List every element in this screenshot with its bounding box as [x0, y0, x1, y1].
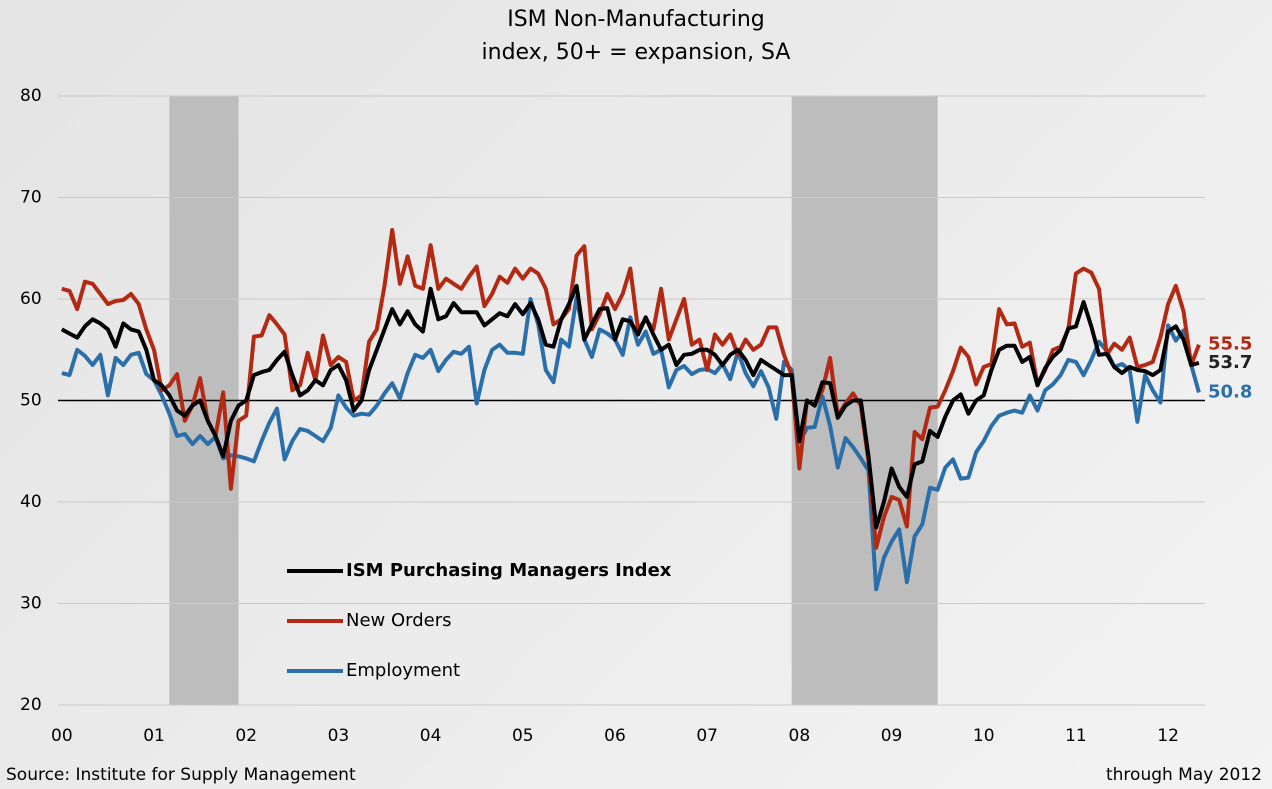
x-tick-label: 08: [789, 726, 811, 746]
x-tick-label: 11: [1065, 726, 1087, 746]
x-tick-label: 03: [328, 726, 350, 746]
end-label: 53.7: [1208, 352, 1252, 373]
series-line: [61, 295, 1201, 592]
y-tick-label: 30: [20, 594, 42, 614]
end-label: 50.8: [1208, 381, 1252, 402]
legend-label: ISM Purchasing Managers Index: [346, 560, 672, 581]
series-line: [61, 228, 1201, 550]
x-tick-label: 05: [512, 726, 534, 746]
x-tick-label: 12: [1157, 726, 1179, 746]
y-tick-label: 50: [20, 391, 42, 411]
x-tick-label: 04: [420, 726, 442, 746]
x-tick-label: 10: [973, 726, 995, 746]
y-tick-label: 60: [20, 289, 42, 309]
y-tick-label: 70: [20, 188, 42, 208]
legend-label: Employment: [346, 660, 460, 681]
x-tick-label: 07: [696, 726, 718, 746]
y-tick-label: 20: [20, 695, 42, 715]
source: Source: Institute for Supply Management: [6, 765, 356, 785]
x-tick-label: 09: [881, 726, 903, 746]
chart-subtitle: index, 50+ = expansion, SA: [482, 40, 791, 65]
y-tick-label: 80: [20, 86, 42, 106]
chart-title: ISM Non-Manufacturing: [507, 7, 765, 32]
y-tick-label: 40: [20, 492, 42, 512]
x-tick-label: 01: [143, 726, 165, 746]
legend-label: New Orders: [346, 610, 452, 631]
x-tick-label: 02: [235, 726, 257, 746]
note: through May 2012: [1106, 765, 1262, 785]
x-tick-label: 00: [51, 726, 73, 746]
end-label: 55.5: [1208, 334, 1252, 355]
x-tick-label: 06: [604, 726, 626, 746]
series-line: [60, 283, 1200, 530]
